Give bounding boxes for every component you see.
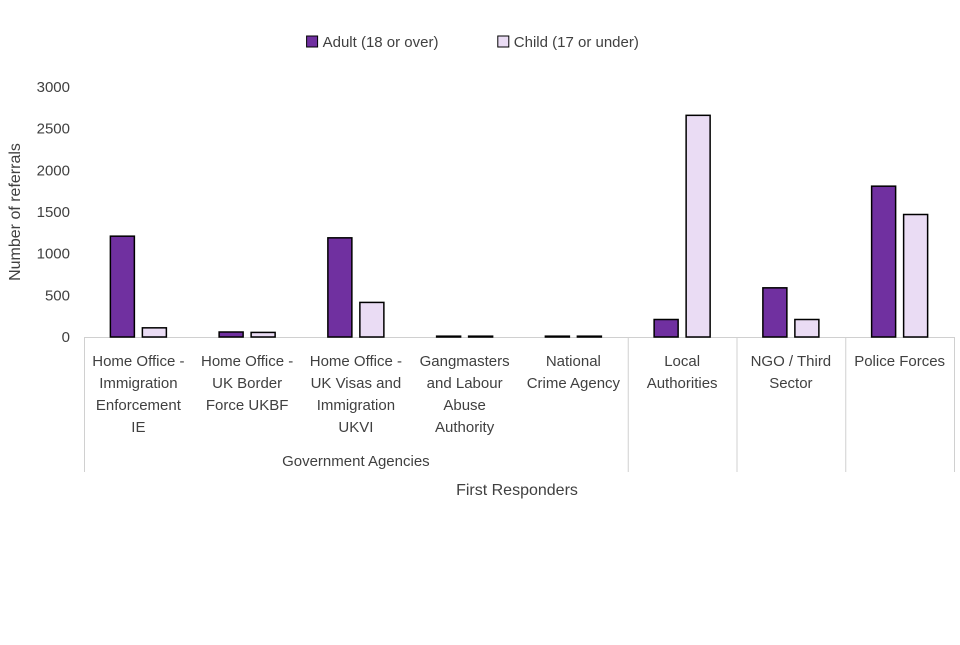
bar-3-0: [435, 335, 462, 338]
legend-swatch-1: [497, 35, 510, 48]
bar-1-0: [218, 331, 244, 338]
y-tick-label-6: 3000: [37, 79, 70, 96]
bar-7-1: [902, 213, 929, 338]
x-tick-label-6-1: Sector: [769, 375, 812, 392]
bar-4-0: [544, 335, 571, 338]
y-axis-title: Number of referrals: [7, 143, 24, 281]
x-tick-label-1-1: UK Border: [212, 375, 282, 392]
x-tick-label-0-0: Home Office -: [92, 353, 184, 370]
x-tick-label-0-3: IE: [131, 419, 145, 436]
x-tick-label-5-0: Local: [664, 353, 700, 370]
bar-5-0: [653, 318, 679, 338]
bar-1-1: [250, 331, 276, 338]
bar-7-0: [870, 185, 897, 338]
x-tick-label-3-2: Abuse: [443, 397, 486, 414]
x-tick-label-1-2: Force UKBF: [206, 397, 289, 414]
x-tick-label-5-1: Authorities: [647, 375, 718, 392]
x-tick-label-3-1: and Labour: [427, 375, 503, 392]
bar-0-1: [141, 327, 168, 338]
legend-label-1: Child (17 or under): [514, 34, 639, 51]
y-tick-label-5: 2500: [37, 121, 70, 138]
x-tick-label-0-2: Enforcement: [96, 397, 182, 414]
bar-6-0: [762, 287, 788, 338]
bar-0-0: [109, 235, 136, 338]
bar-2-1: [359, 301, 385, 338]
x-tick-label-2-0: Home Office -: [310, 353, 402, 370]
x-axis-title: First Responders: [456, 482, 578, 499]
bar-3-1: [467, 335, 494, 338]
x-tick-label-2-3: UKVI: [338, 419, 373, 436]
x-tick-label-0-1: Immigration: [99, 375, 177, 392]
group-label-0: Government Agencies: [282, 453, 430, 470]
x-tick-label-3-0: Gangmasters: [420, 353, 510, 370]
bar-4-1: [576, 335, 603, 338]
legend-swatch-0: [306, 35, 319, 48]
x-tick-label-1-0: Home Office -: [201, 353, 293, 370]
y-tick-label-1: 500: [45, 287, 70, 304]
bar-6-1: [794, 318, 820, 338]
x-tick-label-3-3: Authority: [435, 419, 495, 436]
bar-5-1: [685, 114, 711, 338]
x-tick-label-2-1: UK Visas and: [311, 375, 402, 392]
x-tick-label-7-0: Police Forces: [854, 353, 945, 370]
x-tick-label-4-0: National: [546, 353, 601, 370]
y-tick-label-4: 2000: [37, 162, 70, 179]
legend-label-0: Adult (18 or over): [323, 34, 439, 51]
y-tick-label-3: 1500: [37, 204, 70, 221]
x-tick-label-4-1: Crime Agency: [527, 375, 621, 392]
x-tick-label-6-0: NGO / Third: [751, 353, 832, 370]
y-tick-label-0: 0: [62, 329, 70, 346]
y-tick-label-2: 1000: [37, 246, 70, 263]
bar-2-0: [327, 237, 353, 338]
x-tick-label-2-2: Immigration: [317, 397, 395, 414]
